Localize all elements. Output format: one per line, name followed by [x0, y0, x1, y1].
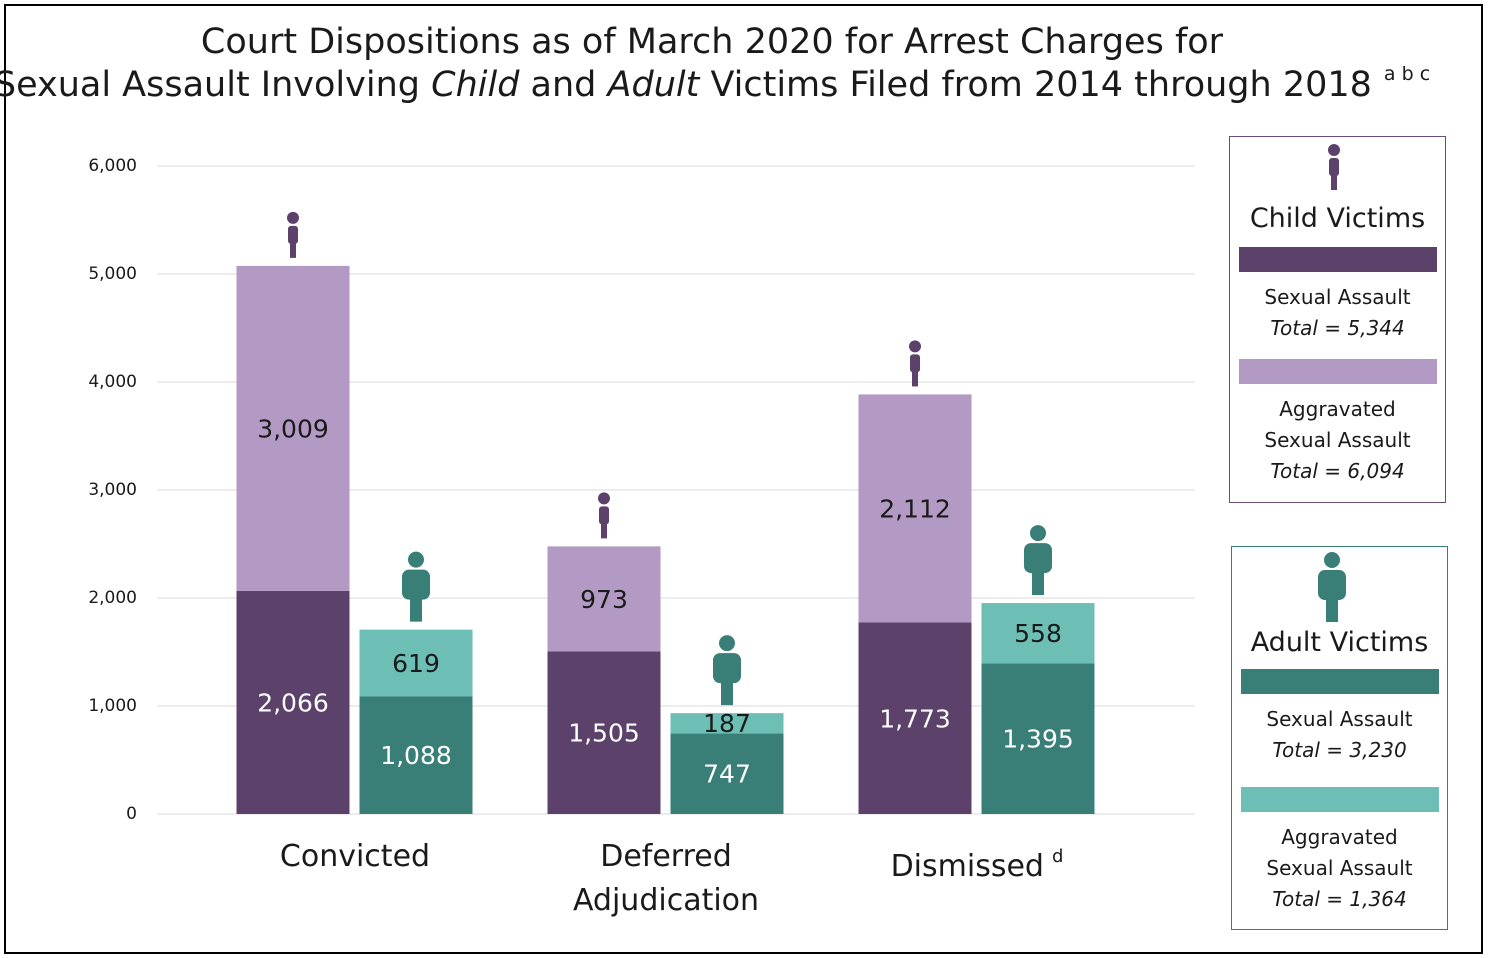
icon-part: [1329, 158, 1339, 176]
icon-legs: [601, 520, 607, 539]
icon-head: [287, 211, 299, 224]
data-label: 1,773: [879, 704, 951, 733]
icon-head: [909, 340, 921, 353]
icon-body: [1024, 543, 1052, 574]
icon-body: [402, 569, 430, 600]
legend-swatch: [1239, 247, 1437, 272]
legend-label: Sexual Assault: [1266, 707, 1413, 731]
y-tick-label: 3,000: [88, 480, 137, 500]
icon-body: [713, 653, 741, 684]
data-label: 2,066: [257, 688, 329, 717]
legend-icon: [1318, 552, 1346, 622]
data-label: 619: [392, 649, 440, 678]
bar-segment: [670, 713, 784, 734]
icon-head: [598, 492, 610, 505]
icon-part: [1326, 592, 1338, 622]
legend-box: Child Victims Sexual Assault Total = 5,344…: [1229, 136, 1446, 503]
icon-body: [288, 225, 298, 244]
bar-segment: [547, 546, 661, 652]
x-tick-label: Dismissed d: [847, 835, 1107, 889]
x-tick-label: Convicted: [225, 835, 485, 879]
icon-body: [599, 506, 609, 525]
y-tick-label: 5,000: [88, 264, 137, 284]
legend-person: [1318, 552, 1346, 622]
data-label: 3,009: [257, 414, 329, 443]
adult-icon: [1024, 525, 1052, 596]
bar-segment: [236, 265, 350, 591]
title-footnote: a b c: [1384, 63, 1430, 85]
icon-head: [1030, 525, 1046, 542]
bar-segment: [981, 603, 1095, 664]
bar-segment: [858, 394, 972, 623]
icon-part: [1318, 570, 1346, 600]
title-part: Child: [431, 65, 520, 105]
icon-part: [1331, 172, 1337, 190]
legend-heading: Adult Victims: [1250, 627, 1429, 658]
legend-box: Adult Victims Sexual Assault Total = 3,230…: [1231, 546, 1448, 930]
adult-icon: [402, 551, 430, 622]
icon-part: [1328, 144, 1340, 156]
child-icon: [287, 211, 299, 258]
legend-icon: [1328, 144, 1340, 190]
icon-head: [719, 635, 735, 652]
y-tick-label: 0: [126, 804, 137, 824]
title-part: Sexual Assault Involving: [0, 65, 431, 105]
legend-total: Total = 1,364: [1272, 887, 1407, 911]
adult-icon: [713, 635, 741, 706]
y-tick-label: 4,000: [88, 372, 137, 392]
y-tick-label: 1,000: [88, 696, 137, 716]
child-icon: [598, 492, 610, 539]
bar-segment: [359, 629, 473, 697]
legend-label: Aggravated Sexual Assault: [1266, 825, 1413, 880]
icon-body: [910, 354, 920, 373]
chart-title: Sexual Assault Involving Child and Adult…: [0, 63, 1430, 106]
bar-segment: [547, 651, 661, 814]
legend-person: [1328, 144, 1340, 190]
icon-part: [1324, 552, 1340, 568]
legend-total: Total = 5,344: [1270, 316, 1405, 340]
data-label: 747: [703, 760, 751, 789]
bar-segment: [670, 733, 784, 814]
legend-swatch: [1241, 787, 1439, 812]
bar-segment: [858, 622, 972, 814]
data-label: 1,505: [568, 719, 640, 748]
legend-swatch: [1239, 359, 1437, 384]
bar-segment: [981, 663, 1095, 814]
legend-swatch: [1241, 669, 1439, 694]
title-part: and: [519, 65, 607, 105]
category-name: Convicted: [279, 839, 431, 874]
legend-total: Total = 3,230: [1272, 738, 1407, 762]
data-label: 1,088: [380, 741, 452, 770]
bar-segment: [359, 696, 473, 814]
frame: [4, 4, 1483, 954]
data-label: 558: [1014, 619, 1062, 648]
icon-legs: [721, 675, 733, 706]
category-name: Dismissed: [890, 849, 1044, 884]
bar-segment: [236, 590, 350, 814]
category-name: Deferred Adjudication: [572, 839, 760, 918]
legend-total: Total = 6,094: [1270, 459, 1405, 483]
x-tick-label: Deferred Adjudication: [536, 835, 796, 923]
legend-label: Aggravated Sexual Assault: [1264, 397, 1411, 452]
title-part: Victims Filed from 2014 through 2018: [699, 65, 1372, 105]
icon-legs: [410, 591, 422, 622]
data-label: 2,112: [879, 494, 951, 523]
legend-heading: Child Victims: [1249, 203, 1426, 234]
y-tick-label: 2,000: [88, 588, 137, 608]
data-label: 1,395: [1002, 725, 1074, 754]
chart-title: Court Dispositions as of March 2020 for …: [201, 22, 1224, 62]
y-tick-label: 6,000: [88, 156, 137, 176]
icon-legs: [912, 368, 918, 387]
child-icon: [909, 340, 921, 387]
data-label: 187: [703, 709, 751, 738]
legend-label: Sexual Assault: [1264, 285, 1411, 309]
icon-legs: [1032, 565, 1044, 596]
icon-head: [408, 551, 424, 568]
data-label: 973: [580, 585, 628, 614]
icon-legs: [290, 239, 296, 258]
title-part: Adult: [606, 65, 701, 105]
category-note: d: [1051, 846, 1064, 867]
